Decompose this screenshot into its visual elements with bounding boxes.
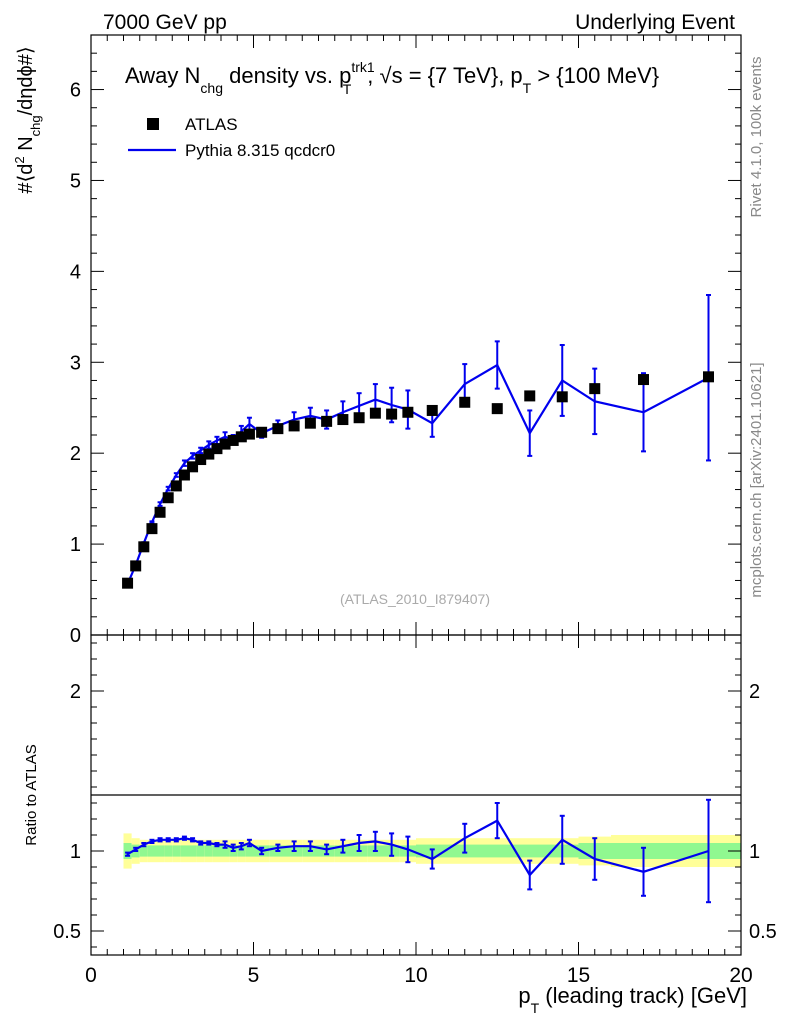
ratio-band-inner	[245, 845, 254, 857]
ratio-line	[127, 819, 709, 877]
data-point	[187, 461, 199, 473]
ratio-band-inner	[212, 845, 221, 857]
data-point	[556, 391, 568, 403]
main-ytick-label: 3	[70, 352, 81, 374]
header-right: Underlying Event	[575, 11, 735, 34]
xtick-label: 0	[85, 964, 97, 987]
data-point	[243, 428, 255, 440]
main-title: Away Nchg density vs. ptrk1 T, √s = {7 Te…	[125, 59, 659, 97]
data-point	[162, 492, 174, 504]
data-point	[304, 417, 316, 429]
ratio-series	[125, 798, 711, 904]
data-point	[154, 506, 166, 518]
main-series	[122, 294, 714, 589]
xtick-label: 20	[729, 964, 752, 987]
data-point	[638, 374, 649, 386]
main-axes: 0 1 2 3 4 5 6	[70, 35, 742, 647]
data-point	[178, 469, 190, 481]
data-point	[402, 406, 414, 418]
ratio-band-inner	[221, 845, 230, 857]
data-point	[321, 415, 333, 427]
main-ytick-label: 2	[70, 443, 81, 465]
xtick-label: 5	[248, 964, 260, 987]
data-point	[288, 420, 300, 432]
data-point	[219, 438, 231, 450]
ratio-band-inner	[156, 845, 165, 857]
main-ytick-label: 1	[70, 534, 81, 556]
legend-data-marker	[147, 118, 159, 130]
data-point	[138, 541, 150, 553]
ratio-band-inner	[237, 845, 246, 857]
xtick-label: 10	[404, 964, 427, 987]
data-point	[235, 431, 247, 443]
data-point	[386, 408, 398, 420]
xtick-label: 15	[567, 964, 590, 987]
rivet-label: Rivet 4.1.0, 100k events	[748, 57, 765, 218]
ratio-band-inner	[147, 845, 156, 857]
ratio-ytick-label: 1	[70, 841, 81, 863]
ratio-band-inner	[123, 843, 132, 859]
ratio-band-inner	[164, 845, 173, 857]
data-point	[337, 414, 349, 426]
data-point	[203, 448, 215, 460]
analysis-watermark: (ATLAS_2010_I879407)	[340, 591, 490, 607]
main-ytick-label: 6	[70, 80, 81, 102]
ratio-ytick-label-right: 1	[749, 841, 760, 863]
header-left: 7000 GeV pp	[103, 11, 227, 34]
ratio-ytick-label-right: 2	[749, 681, 760, 703]
data-point	[491, 403, 503, 415]
main-ytick-label: 4	[70, 261, 81, 283]
legend-mc-label: Pythia 8.315 qcdcr0	[185, 141, 335, 160]
ratio-panel: 0.5 0.51 12 20 5 10 15 20 Ratio to ATLAS pT (le…	[23, 634, 777, 1016]
ratio-band-inner	[188, 845, 197, 857]
ratio-band-inner	[180, 845, 189, 857]
main-panel: 0 1 2 3 4 5 6 Away Nchg density vs. ptrk1 T, √s…	[12, 34, 742, 647]
xlabel: pT (leading track) [GeV]	[518, 983, 747, 1016]
mc-line	[126, 363, 710, 585]
data-point	[211, 443, 223, 455]
legend-data-label: ATLAS	[185, 115, 238, 134]
ratio-ytick-label: 0.5	[53, 921, 81, 943]
legend: ATLAS Pythia 8.315 qcdcr0	[128, 115, 335, 160]
data-point	[170, 480, 182, 492]
data-point	[130, 560, 142, 572]
ratio-ytick-label: 2	[70, 681, 81, 703]
ratio-band-inner	[172, 845, 181, 857]
ratio-axes: 0.5 0.51 12 20 5 10 15 20	[53, 635, 777, 987]
data-point	[353, 412, 365, 424]
ratio-ytick-label-right: 0.5	[749, 921, 777, 943]
data-point	[122, 577, 134, 589]
data-point	[227, 434, 239, 446]
data-point	[146, 523, 158, 535]
data-point	[589, 383, 601, 395]
ratio-band-inner	[481, 844, 514, 858]
ratio-band-inner	[204, 845, 213, 857]
ratio-band-inner	[513, 844, 546, 858]
main-ytick-label: 5	[70, 170, 81, 192]
ratio-ylabel: Ratio to ATLAS	[23, 744, 40, 845]
mcplots-label: mcplots.cern.ch [arXiv:2401.10621]	[748, 362, 765, 597]
data-point	[195, 454, 207, 466]
ratio-band-inner	[196, 845, 205, 857]
data-point	[426, 404, 438, 416]
data-point	[524, 390, 536, 402]
data-point	[703, 371, 714, 383]
main-ylabel: #⟨d2 Nchg/dηdϕ#⟩	[12, 46, 43, 193]
data-point	[256, 426, 268, 438]
main-ytick-label: 0	[70, 625, 81, 647]
data-point	[459, 396, 471, 408]
data-point	[369, 407, 381, 419]
data-point	[272, 423, 284, 435]
ratio-band-inner	[139, 845, 148, 857]
